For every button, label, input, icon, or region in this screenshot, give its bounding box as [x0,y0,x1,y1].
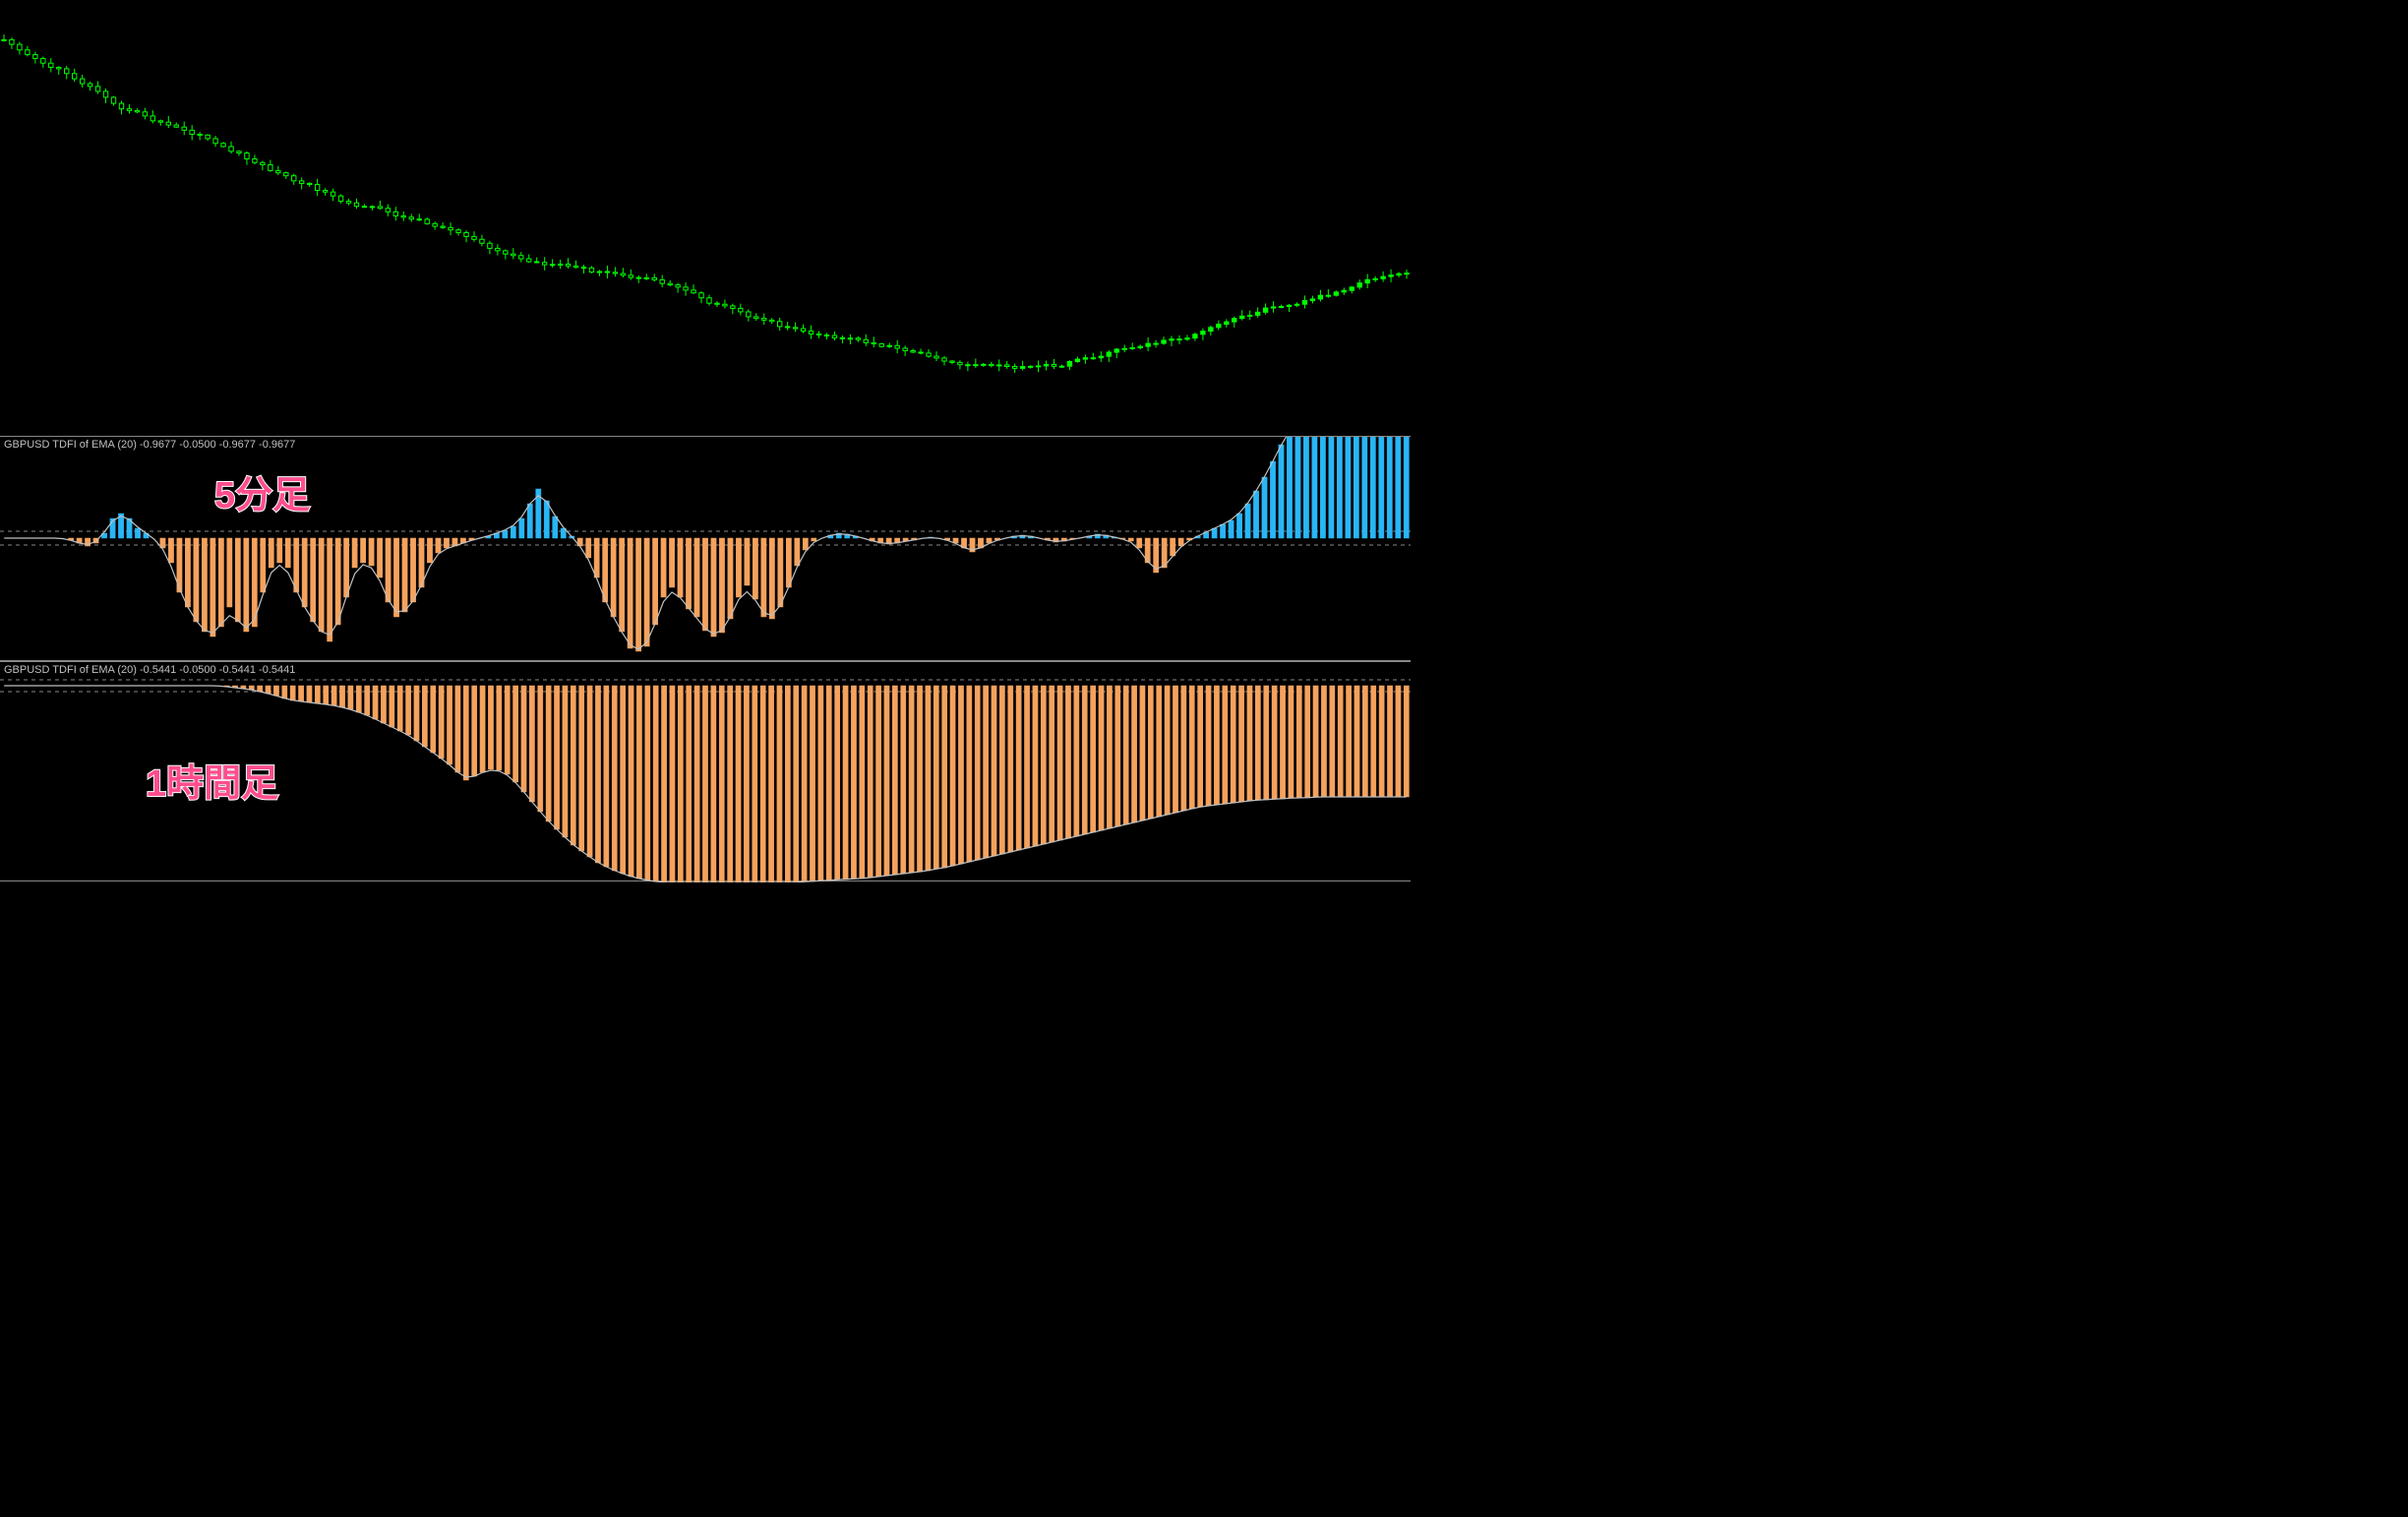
indicator-panel-1hour[interactable]: GBPUSD TDFI of EMA (20) -0.5441 -0.0500 … [0,661,1411,881]
indicator-panel-5min[interactable]: GBPUSD TDFI of EMA (20) -0.9677 -0.0500 … [0,436,1411,661]
annotation-1hour: 1時間足 [146,753,278,807]
candlestick-chart [0,0,1411,436]
annotation-5min: 5分足 [214,464,310,518]
trading-chart-container: GBPUSD TDFI of EMA (20) -0.9677 -0.0500 … [0,0,1411,881]
indicator2-title: GBPUSD TDFI of EMA (20) -0.5441 -0.0500 … [4,664,295,676]
price-chart-panel[interactable] [0,0,1411,436]
indicator1-title: GBPUSD TDFI of EMA (20) -0.9677 -0.0500 … [4,439,295,451]
indicator1-histogram [0,437,1411,662]
